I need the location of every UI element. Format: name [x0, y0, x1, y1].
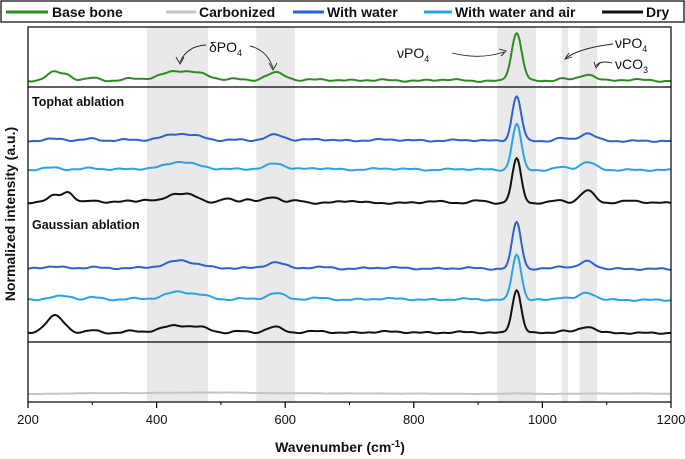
- x-tick-label-600: 600: [274, 412, 296, 427]
- legend-item-carbonized: Carbonized: [166, 4, 275, 20]
- annotation-arrow-dpo4-right: [249, 45, 274, 69]
- series-line-with-water-tophat: [27, 95, 672, 143]
- series-line-with-water-and-air-gaussian: [28, 253, 672, 302]
- spectra-curves: [27, 32, 672, 395]
- legend-label-base-bone: Base bone: [52, 4, 123, 20]
- highlight-band-4: [579, 27, 598, 402]
- legend-item-with-water: With water: [293, 4, 398, 20]
- x-tick-label-200: 200: [17, 412, 39, 427]
- x-axis: 200 400 600 800 1000 1200: [17, 402, 685, 427]
- plot-frame: [27, 26, 672, 403]
- annotation-arrow-dpo4-left: [179, 44, 207, 63]
- annotation-arrow-nu-po4-right: [565, 43, 614, 59]
- panel-label-tophat: Tophat ablation: [32, 95, 124, 109]
- series-line-with-water-and-air-tophat: [28, 122, 671, 172]
- legend-item-with-water-and-air: With water and air: [424, 4, 576, 20]
- annotation-arrow-nu-co3: [595, 61, 613, 67]
- annotation-arrowhead-nu-po4-right: [563, 52, 573, 60]
- highlight-band-0: [147, 27, 209, 402]
- panel-label-gaussian: Gaussian ablation: [32, 218, 140, 232]
- y-axis-label: Normalized intensity (a.u.): [2, 127, 18, 301]
- legend: Base bone Carbonized With water With wat…: [0, 0, 685, 23]
- highlight-bands: [147, 27, 598, 402]
- annotation-delta-po4: δPO4: [209, 39, 242, 58]
- legend-label-with-water-and-air: With water and air: [455, 4, 576, 20]
- x-axis-label: Wavenumber (cm-1): [275, 439, 405, 455]
- peak-annotations: δPO4 νPO4 νPO4 νCO3: [175, 35, 648, 75]
- series-line-dry-gaussian: [27, 289, 672, 335]
- x-tick-label-1200: 1200: [657, 412, 685, 427]
- annotation-nu-co3: νCO3: [615, 56, 648, 75]
- legend-label-dry: Dry: [646, 4, 670, 20]
- annotation-arrow-nu-po4: [451, 51, 505, 57]
- legend-label-carbonized: Carbonized: [199, 4, 275, 20]
- annotation-nu-po4-right: νPO4: [615, 35, 647, 54]
- legend-item-dry: Dry: [602, 4, 670, 20]
- series-line-with-water-gaussian: [27, 220, 672, 271]
- plot-area: Tophat ablation Gaussian ablation: [27, 26, 672, 403]
- legend-label-with-water: With water: [327, 4, 398, 20]
- series-line-base-bone: [27, 32, 672, 83]
- annotation-nu-po4: νPO4: [397, 45, 429, 64]
- highlight-band-1: [256, 27, 295, 402]
- annotation-arrowhead-nu-po4: [498, 48, 507, 57]
- highlight-band-2: [497, 27, 536, 402]
- annotation-arrowhead-dpo4-right: [268, 62, 278, 71]
- x-tick-label-400: 400: [146, 412, 168, 427]
- x-tick-label-1000: 1000: [528, 412, 557, 427]
- legend-item-base-bone: Base bone: [6, 4, 123, 20]
- annotation-arrowhead-dpo4-left: [175, 56, 185, 65]
- x-tick-label-800: 800: [403, 412, 425, 427]
- series-line-carbonized: [28, 391, 671, 395]
- legend-frame: [0, 0, 685, 23]
- highlight-band-3: [561, 27, 569, 402]
- annotation-arrowhead-nu-co3: [593, 61, 601, 69]
- series-line-dry-tophat: [28, 157, 672, 205]
